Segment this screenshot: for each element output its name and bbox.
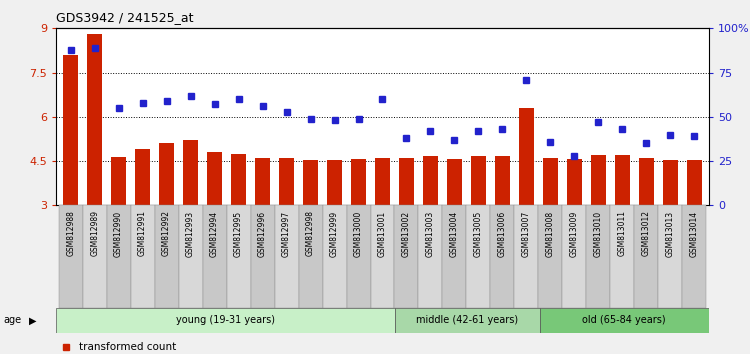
Bar (322, 205, 346, 308)
Bar (346, 205, 370, 308)
Bar (130, 205, 154, 308)
Bar (399, 158, 414, 205)
Bar (298, 205, 322, 308)
Bar (184, 141, 198, 205)
Bar (351, 159, 366, 205)
Bar (495, 156, 510, 205)
Bar (82, 205, 106, 308)
Bar (64, 55, 78, 205)
Bar (279, 158, 294, 205)
Text: GSM813012: GSM813012 (642, 210, 651, 256)
Bar (567, 159, 581, 205)
Bar (112, 156, 126, 205)
Bar (58, 205, 82, 308)
Text: young (19-31 years): young (19-31 years) (176, 315, 275, 325)
Bar (394, 308, 539, 333)
Text: GSM813005: GSM813005 (474, 210, 483, 257)
Bar (303, 160, 318, 205)
Text: GSM813011: GSM813011 (618, 210, 627, 256)
Bar (442, 205, 466, 308)
Bar (538, 205, 562, 308)
Bar (639, 158, 653, 205)
Text: GDS3942 / 241525_at: GDS3942 / 241525_at (56, 11, 194, 24)
Text: transformed count: transformed count (79, 342, 176, 352)
Bar (154, 205, 178, 308)
Bar (447, 159, 462, 205)
Bar (634, 205, 658, 308)
Bar (423, 156, 438, 205)
Bar (419, 205, 442, 308)
Text: middle (42-61 years): middle (42-61 years) (416, 315, 518, 325)
Bar (255, 158, 270, 205)
Text: old (65-84 years): old (65-84 years) (582, 315, 666, 325)
Text: GSM812989: GSM812989 (90, 210, 99, 256)
Bar (658, 205, 682, 308)
Bar (514, 205, 538, 308)
Text: GSM813010: GSM813010 (594, 210, 603, 257)
Bar (663, 160, 677, 205)
Text: GSM812993: GSM812993 (186, 210, 195, 257)
Bar (208, 152, 222, 205)
Text: GSM812990: GSM812990 (114, 210, 123, 257)
Bar (202, 205, 226, 308)
Text: GSM813002: GSM813002 (402, 210, 411, 257)
Bar (539, 308, 709, 333)
Bar (490, 205, 514, 308)
Bar (615, 155, 629, 205)
Bar (610, 205, 634, 308)
Bar (466, 205, 490, 308)
Bar (519, 108, 534, 205)
Text: GSM812991: GSM812991 (138, 210, 147, 256)
Bar (106, 205, 130, 308)
Text: GSM813000: GSM813000 (354, 210, 363, 257)
Text: GSM813003: GSM813003 (426, 210, 435, 257)
Bar (562, 205, 586, 308)
Bar (56, 308, 394, 333)
Bar (160, 143, 174, 205)
Bar (682, 205, 706, 308)
Bar (543, 158, 557, 205)
Text: ▶: ▶ (28, 315, 36, 325)
Text: GSM813014: GSM813014 (690, 210, 699, 257)
Bar (370, 205, 394, 308)
Text: GSM812994: GSM812994 (210, 210, 219, 257)
Bar (327, 160, 342, 205)
Text: GSM812997: GSM812997 (282, 210, 291, 257)
Text: age: age (4, 315, 22, 325)
Text: GSM813007: GSM813007 (522, 210, 531, 257)
Bar (231, 154, 246, 205)
Text: GSM812988: GSM812988 (66, 210, 75, 256)
Text: GSM812992: GSM812992 (162, 210, 171, 256)
Text: GSM813009: GSM813009 (570, 210, 579, 257)
Bar (251, 205, 274, 308)
Bar (471, 156, 486, 205)
Bar (591, 155, 605, 205)
Text: GSM812999: GSM812999 (330, 210, 339, 257)
Text: GSM812998: GSM812998 (306, 210, 315, 256)
Bar (88, 34, 102, 205)
Bar (687, 160, 701, 205)
Bar (178, 205, 203, 308)
Text: GSM813013: GSM813013 (666, 210, 675, 257)
Bar (375, 158, 390, 205)
Bar (274, 205, 298, 308)
Bar (226, 205, 251, 308)
Text: GSM812995: GSM812995 (234, 210, 243, 257)
Text: GSM813004: GSM813004 (450, 210, 459, 257)
Text: GSM812996: GSM812996 (258, 210, 267, 257)
Bar (136, 149, 150, 205)
Text: GSM813001: GSM813001 (378, 210, 387, 257)
Bar (586, 205, 610, 308)
Text: GSM813008: GSM813008 (546, 210, 555, 257)
Text: GSM813006: GSM813006 (498, 210, 507, 257)
Bar (394, 205, 418, 308)
